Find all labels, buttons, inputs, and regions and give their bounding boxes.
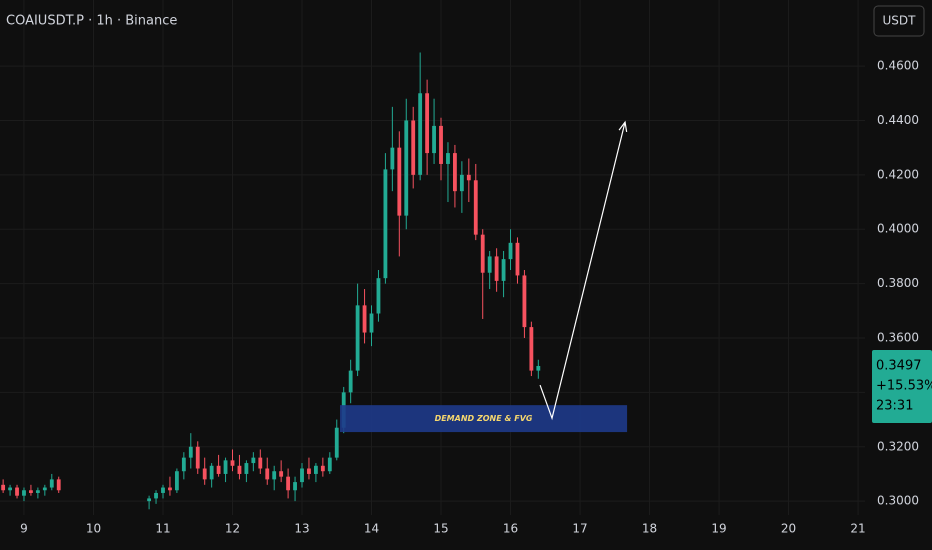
y-tick-label: 0.4200 — [877, 167, 919, 181]
candle-body — [174, 471, 179, 491]
candle-body — [42, 487, 47, 491]
x-tick-label: 9 — [20, 522, 28, 536]
x-tick-label: 16 — [503, 522, 518, 536]
candle-body — [188, 446, 193, 458]
candle-body — [480, 234, 485, 273]
candle-body — [397, 147, 402, 216]
candle-body — [147, 498, 152, 502]
candle-body — [279, 471, 284, 477]
demand-zone — [340, 405, 628, 433]
candle-body — [272, 471, 277, 480]
last-price: 0.3497 — [876, 358, 922, 373]
candle-body — [418, 93, 423, 175]
candle-body — [216, 465, 221, 474]
candle-body — [223, 460, 228, 474]
candle-body — [501, 259, 506, 281]
candle-body — [181, 457, 186, 472]
candle-body — [244, 463, 249, 474]
candle-body — [230, 460, 235, 466]
candle-body — [383, 169, 388, 279]
zone-label: DEMAND ZONE & FVG — [435, 414, 533, 423]
candle-body — [348, 370, 353, 393]
candle-body — [1, 484, 6, 491]
candle-body — [154, 492, 158, 499]
candle-body — [313, 465, 318, 474]
chart-title: COAIUSDT.P · 1h · Binance — [6, 14, 177, 29]
candle-body — [29, 490, 33, 493]
candle-body — [404, 120, 409, 216]
candle-body — [300, 468, 304, 483]
x-tick-label: 13 — [294, 522, 309, 536]
y-tick-label: 0.4600 — [877, 59, 919, 73]
candle-body — [466, 174, 471, 181]
candle-body — [355, 305, 360, 371]
x-tick-label: 19 — [711, 522, 726, 536]
candle-body — [35, 490, 40, 493]
x-tick-label: 21 — [850, 522, 865, 536]
candle-body — [508, 242, 513, 260]
candle-body — [411, 120, 416, 175]
x-tick-label: 15 — [433, 522, 448, 536]
candle-body — [8, 487, 12, 491]
candle-body — [195, 446, 200, 469]
currency-label[interactable]: USDT — [883, 14, 917, 28]
candle-body — [209, 465, 214, 480]
candle-body — [293, 482, 297, 491]
x-tick-label: 20 — [781, 522, 796, 536]
candle-body — [286, 476, 291, 491]
candle-body — [473, 180, 478, 235]
x-tick-label: 18 — [642, 522, 657, 536]
candle-body — [15, 487, 19, 496]
x-tick-label: 17 — [572, 522, 587, 536]
candle-body — [515, 242, 520, 276]
x-tick-label: 14 — [364, 522, 379, 536]
candle-body — [56, 479, 61, 491]
candle-body — [459, 174, 464, 192]
candle-body — [439, 125, 443, 164]
candle-body — [453, 153, 457, 192]
y-tick-label: 0.3800 — [877, 276, 919, 290]
candle-body — [487, 256, 492, 273]
candle-body — [161, 487, 165, 493]
y-tick-label: 0.3200 — [877, 439, 919, 453]
candle-body — [327, 457, 332, 472]
candle-body — [168, 487, 172, 491]
candle-body — [369, 313, 374, 333]
x-tick-label: 10 — [86, 522, 101, 536]
candle-body — [49, 479, 54, 488]
candle-body — [432, 125, 436, 154]
countdown: 23:31 — [876, 398, 913, 413]
y-tick-label: 0.4000 — [877, 222, 919, 236]
candle-body — [362, 305, 367, 333]
candle-body — [265, 468, 270, 480]
candle-body — [425, 93, 430, 154]
y-tick-label: 0.4400 — [877, 113, 919, 127]
candle-body — [258, 457, 263, 469]
candle-body — [320, 465, 325, 472]
candle-body — [202, 468, 207, 480]
candle-body — [494, 256, 499, 281]
x-tick-label: 11 — [155, 522, 170, 536]
candle-body — [376, 278, 381, 314]
candle-body — [390, 147, 395, 170]
currency-button[interactable] — [873, 5, 925, 37]
projection-arrow — [539, 121, 626, 421]
candle-body — [446, 153, 450, 164]
candle-body — [22, 490, 26, 496]
candle-body — [251, 457, 256, 464]
candle-body — [529, 327, 534, 371]
candle-body — [307, 468, 311, 474]
y-tick-label: 0.3600 — [877, 330, 919, 344]
y-tick-label: 0.3000 — [877, 494, 919, 508]
arrow-head — [618, 120, 628, 133]
candle-body — [334, 427, 339, 458]
candle-body — [522, 275, 527, 328]
price-change: +15.53% — [876, 378, 932, 393]
candle-body — [237, 465, 242, 474]
x-tick-label: 12 — [225, 522, 240, 536]
candle-body — [536, 365, 541, 371]
price-box — [872, 349, 932, 423]
